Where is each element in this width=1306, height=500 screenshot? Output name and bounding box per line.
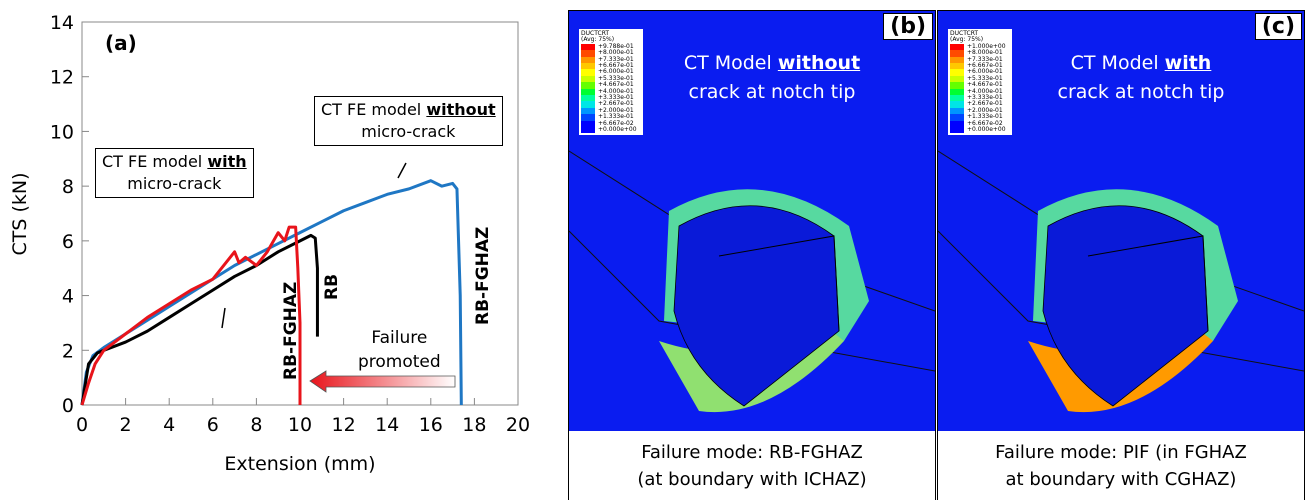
y-tick-label: 8 <box>62 176 74 198</box>
x-axis-label: Extension (mm) <box>224 453 375 475</box>
x-tick-label: 4 <box>163 414 175 436</box>
caption-line: Failure mode: RB-FGHAZ <box>569 439 935 466</box>
y-tick-label: 6 <box>62 231 74 253</box>
panel-title: CT Model without crack at notch tip <box>649 49 895 107</box>
caption-line: (at boundary with ICHAZ) <box>569 466 935 493</box>
caption-line: Failure mode: PIF (in FGHAZ <box>938 439 1304 466</box>
legend-swatch <box>950 127 964 133</box>
vertical-label: RB <box>322 274 342 300</box>
panel-b: DUCTCRT(Avg: 75%)+9.788e-01+8.000e-01+7.… <box>568 10 936 500</box>
y-axis-label: CTS (kN) <box>9 172 31 255</box>
panel-title: CT Model with crack at notch tip <box>1018 49 1264 107</box>
x-tick-label: 16 <box>419 414 443 436</box>
chart: (a) Extension (mm) CTS (kN) 0 2 4 6 8 10 12 14 1… <box>0 0 560 500</box>
caption: Failure mode: RB-FGHAZ(at boundary with … <box>569 439 935 493</box>
x-tick-label: 0 <box>76 414 88 436</box>
x-tick-label: 18 <box>462 414 486 436</box>
y-tick-label: 12 <box>50 67 74 89</box>
x-tick-label: 14 <box>375 414 399 436</box>
series-line <box>82 227 300 405</box>
legend-row: +0.000e+00 <box>581 127 641 133</box>
failure-arrow <box>310 371 455 392</box>
panel-label: (a) <box>105 31 137 55</box>
vertical-label: RB-FGHAZ <box>281 282 301 380</box>
title-text: CT Model <box>1071 52 1159 74</box>
legend-swatch <box>581 127 595 133</box>
title-text: CT Model <box>684 52 772 74</box>
pointer <box>222 308 225 328</box>
panel-label: (b) <box>883 13 933 40</box>
contour-legend: DUCTCRT(Avg: 75%)+9.788e-01+8.000e-01+7.… <box>579 29 643 135</box>
title-emphasis-text: without <box>778 52 860 74</box>
title-text: crack at notch tip <box>1058 81 1225 103</box>
title-emphasis-text: with <box>1165 52 1212 74</box>
legend-value: +0.000e+00 <box>598 127 637 133</box>
pointer <box>398 163 406 178</box>
y-tick-label: 14 <box>50 12 74 34</box>
y-tick-label: 4 <box>62 286 74 308</box>
caption-line: at boundary with CGHAZ) <box>938 466 1304 493</box>
legend-row: +0.000e+00 <box>950 127 1010 133</box>
panel-c: DUCTCRT(Avg: 75%)+1.000e+00+8.000e-01+7.… <box>937 10 1305 500</box>
x-tick-label: 2 <box>120 414 132 436</box>
y-tick-label: 2 <box>62 340 74 362</box>
x-tick-label: 20 <box>506 414 530 436</box>
x-tick-label: 8 <box>250 414 262 436</box>
x-tick-label: 12 <box>332 414 356 436</box>
y-tick-label: 10 <box>50 121 74 143</box>
title-text: crack at notch tip <box>689 81 856 103</box>
contour-legend: DUCTCRT(Avg: 75%)+1.000e+00+8.000e-01+7.… <box>948 29 1012 135</box>
x-tick-label: 10 <box>288 414 312 436</box>
panel-label: (c) <box>1255 13 1302 40</box>
title-emphasis: with <box>1165 52 1212 74</box>
x-tick-label: 6 <box>207 414 219 436</box>
figure: (a) Extension (mm) CTS (kN) 0 2 4 6 8 10 12 14 1… <box>0 0 1306 500</box>
vertical-label: RB-FGHAZ <box>473 227 493 325</box>
y-tick-label: 0 <box>62 395 74 417</box>
title-emphasis: without <box>778 52 860 74</box>
legend-value: +0.000e+00 <box>967 127 1006 133</box>
